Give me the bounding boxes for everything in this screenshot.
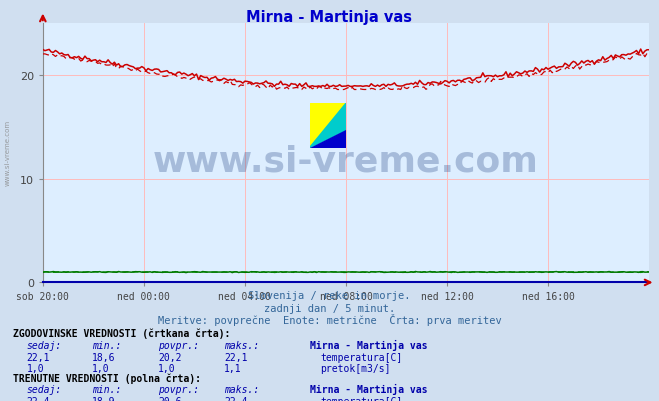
Text: temperatura[C]: temperatura[C] [320,396,403,401]
Text: 18,9: 18,9 [92,396,116,401]
Text: maks.:: maks.: [224,384,259,394]
Text: 1,0: 1,0 [92,363,110,373]
Text: zadnji dan / 5 minut.: zadnji dan / 5 minut. [264,303,395,313]
Text: povpr.:: povpr.: [158,384,199,394]
Text: sedaj:: sedaj: [26,384,61,394]
Polygon shape [310,104,346,148]
Text: temperatura[C]: temperatura[C] [320,352,403,362]
Text: Meritve: povprečne  Enote: metrične  Črta: prva meritev: Meritve: povprečne Enote: metrične Črta:… [158,313,501,325]
Text: 22,4: 22,4 [224,396,248,401]
Text: povpr.:: povpr.: [158,340,199,350]
Text: 20,2: 20,2 [158,352,182,362]
Text: 1,0: 1,0 [158,363,176,373]
Text: min.:: min.: [92,384,122,394]
Text: 18,6: 18,6 [92,352,116,362]
Text: 22,1: 22,1 [26,352,50,362]
Text: 22,4: 22,4 [26,396,50,401]
Text: 22,1: 22,1 [224,352,248,362]
Text: www.si-vreme.com: www.si-vreme.com [5,119,11,185]
Text: TRENUTNE VREDNOSTI (polna črta):: TRENUTNE VREDNOSTI (polna črta): [13,373,201,383]
Text: min.:: min.: [92,340,122,350]
Text: 20,6: 20,6 [158,396,182,401]
Text: Slovenija / reke in morje.: Slovenija / reke in morje. [248,291,411,301]
Text: maks.:: maks.: [224,340,259,350]
Text: 1,1: 1,1 [224,363,242,373]
Text: Mirna - Martinja vas: Mirna - Martinja vas [310,383,427,394]
Text: 1,0: 1,0 [26,363,44,373]
Text: Mirna - Martinja vas: Mirna - Martinja vas [246,10,413,25]
Text: pretok[m3/s]: pretok[m3/s] [320,363,391,373]
Polygon shape [310,131,346,148]
Text: sedaj:: sedaj: [26,340,61,350]
Text: Mirna - Martinja vas: Mirna - Martinja vas [310,339,427,350]
Polygon shape [310,104,346,148]
Text: www.si-vreme.com: www.si-vreme.com [153,144,539,178]
Text: ZGODOVINSKE VREDNOSTI (črtkana črta):: ZGODOVINSKE VREDNOSTI (črtkana črta): [13,328,231,338]
